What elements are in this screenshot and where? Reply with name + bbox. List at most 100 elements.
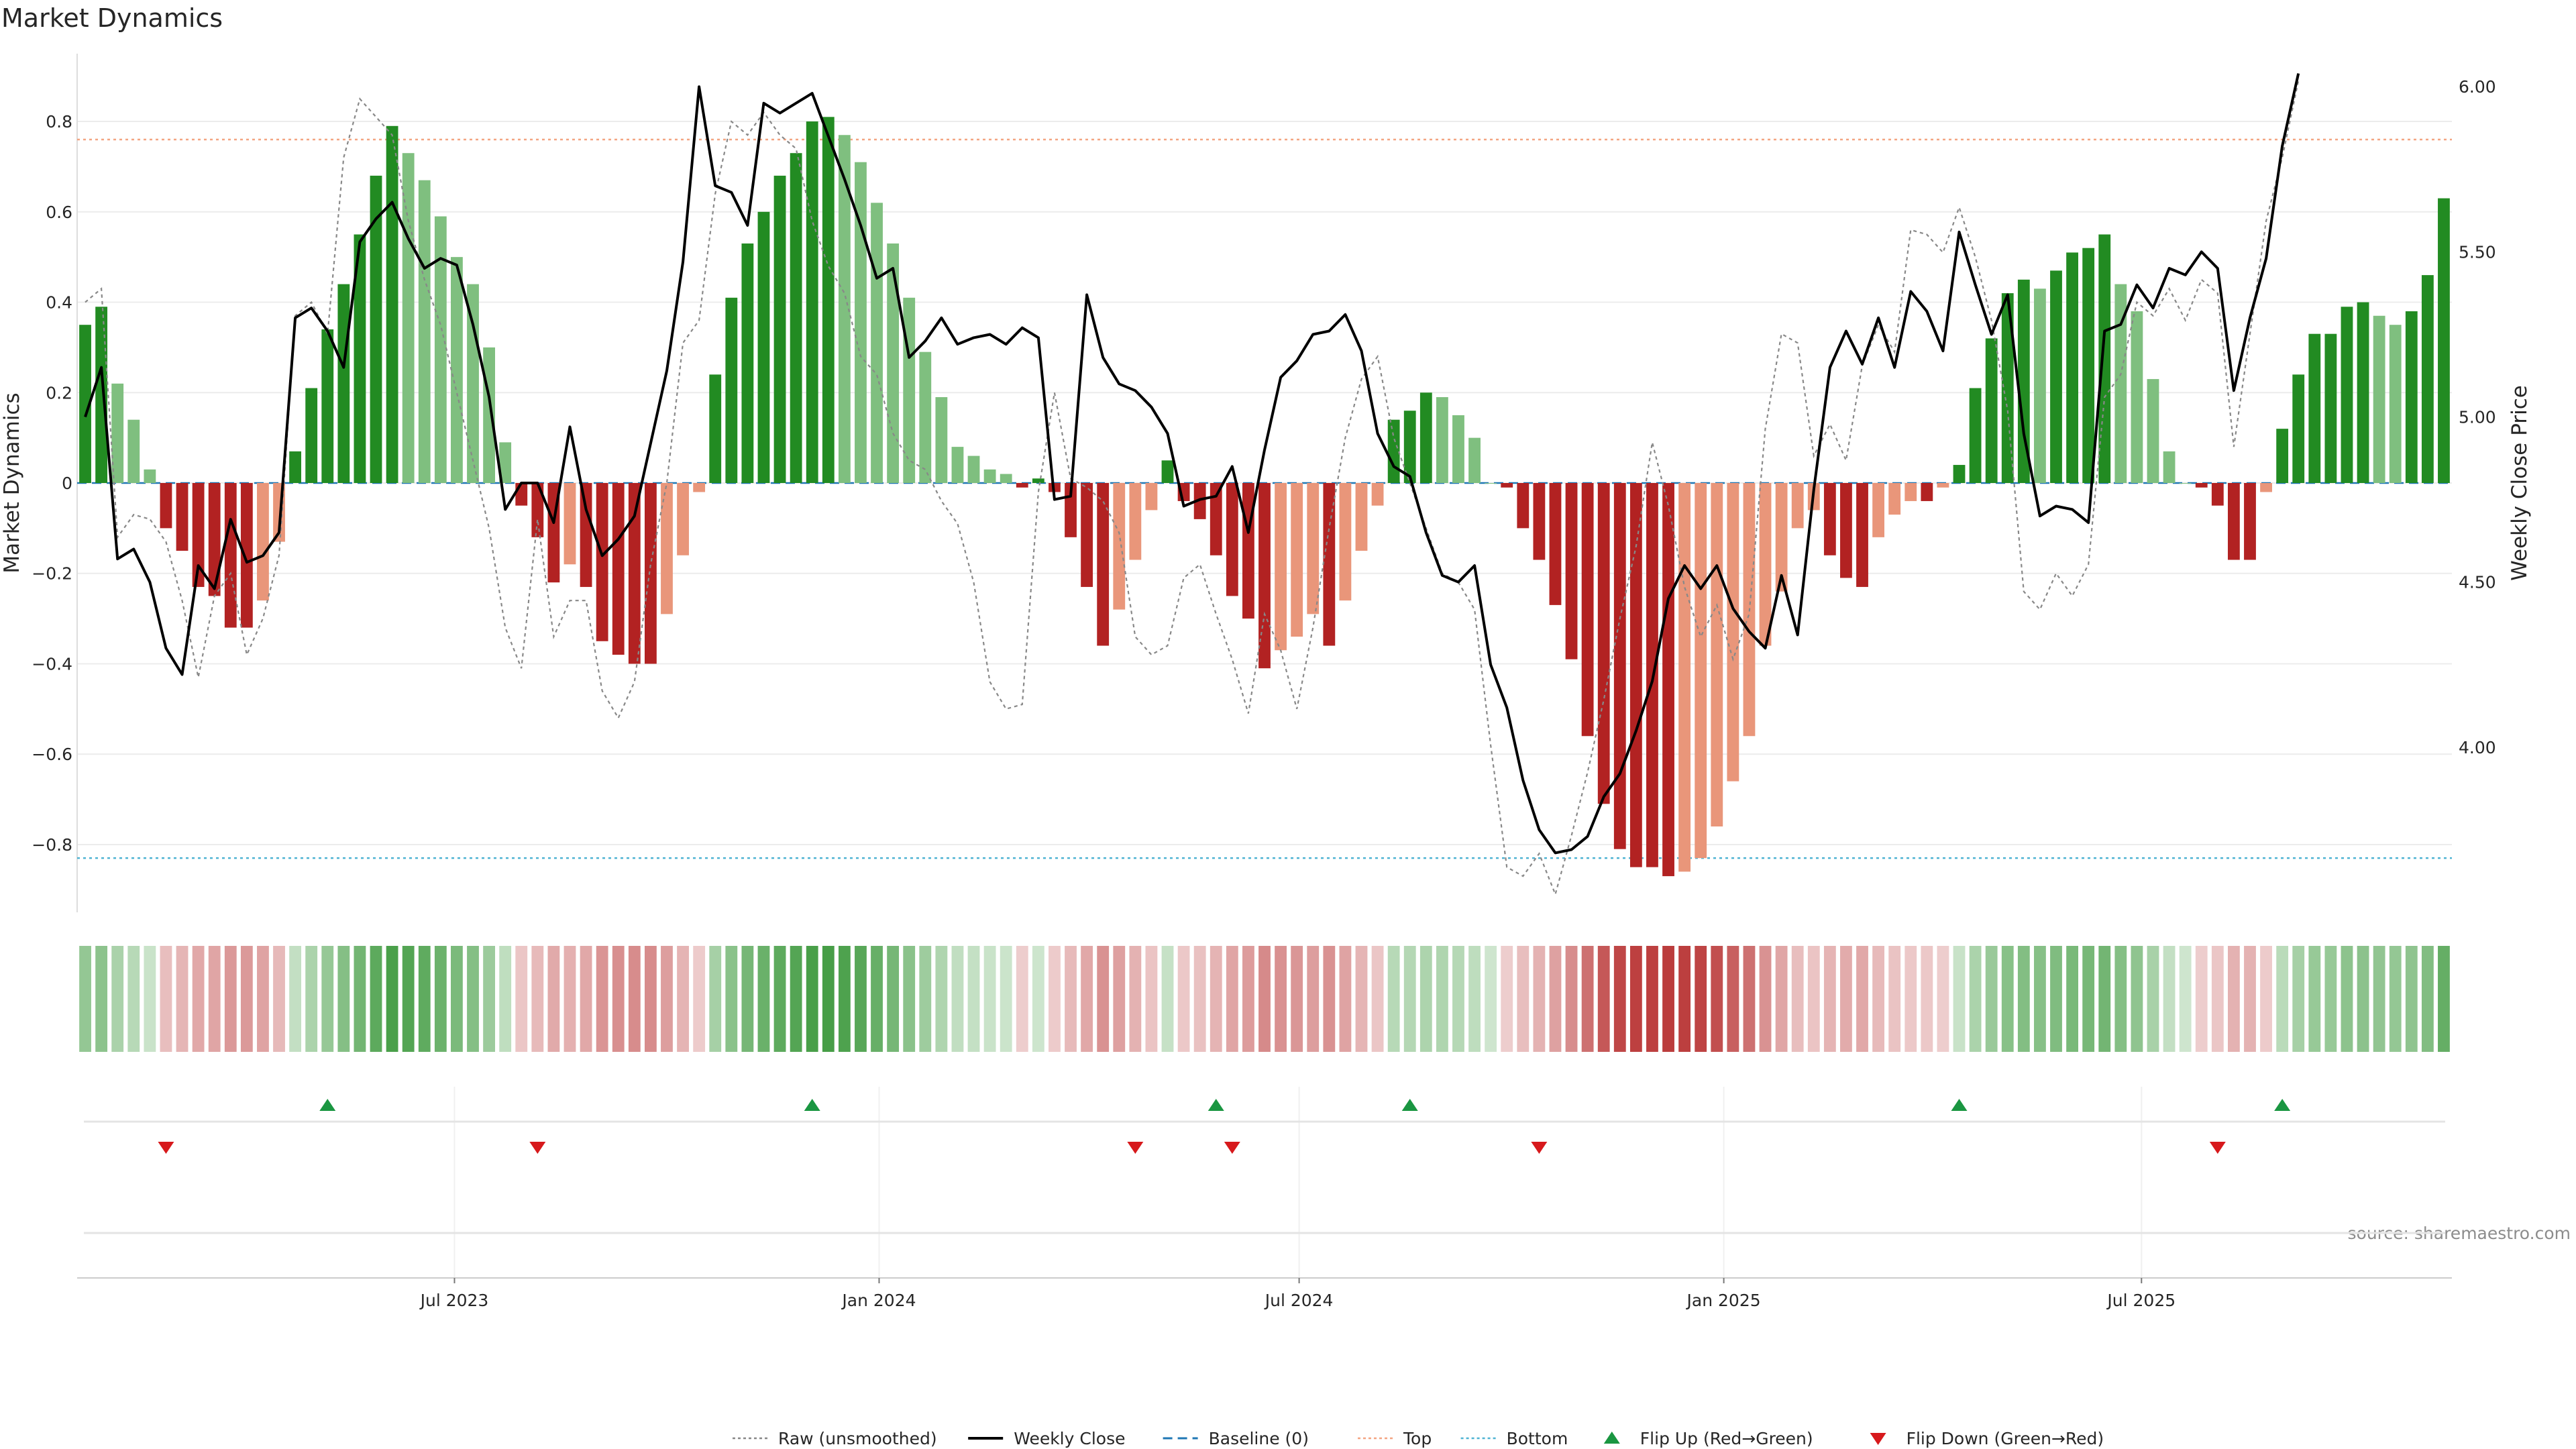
y-tick-label: 0 bbox=[62, 474, 72, 493]
heat-strip-cell bbox=[386, 946, 398, 1052]
heat-strip-cell bbox=[677, 946, 689, 1052]
heat-strip-cell bbox=[1242, 946, 1254, 1052]
bar bbox=[1355, 483, 1368, 551]
bar bbox=[2050, 270, 2062, 483]
bar bbox=[1307, 483, 1320, 614]
legend-label: Flip Down (Green→Red) bbox=[1907, 1429, 2104, 1448]
heat-strip-cell bbox=[1953, 946, 1966, 1052]
bar bbox=[95, 307, 108, 483]
heat-strip-cell bbox=[1533, 946, 1546, 1052]
bar bbox=[1436, 397, 1448, 483]
heat-strip-cell bbox=[661, 946, 673, 1052]
bar bbox=[1275, 483, 1287, 651]
x-tick-label: Jan 2025 bbox=[1686, 1291, 1761, 1310]
heat-strip bbox=[79, 946, 2450, 1052]
bar bbox=[1000, 474, 1012, 483]
y-tick-label: 0.8 bbox=[46, 112, 72, 131]
bar bbox=[2244, 483, 2256, 560]
bar bbox=[1597, 483, 1610, 804]
heat-strip-cell bbox=[919, 946, 932, 1052]
y2-tick-label: 5.50 bbox=[2459, 242, 2496, 262]
bar bbox=[1888, 483, 1901, 515]
bar bbox=[2276, 429, 2289, 483]
heat-strip-cell bbox=[725, 946, 738, 1052]
heat-strip-cell bbox=[628, 946, 641, 1052]
heat-strip-cell bbox=[370, 946, 382, 1052]
heat-strip-cell bbox=[2114, 946, 2127, 1052]
heat-strip-cell bbox=[1695, 946, 1707, 1052]
bar bbox=[1727, 483, 1739, 782]
flip-up-marker bbox=[1951, 1099, 1968, 1111]
bar bbox=[1711, 483, 1723, 826]
heat-strip-cell bbox=[451, 946, 463, 1052]
heat-strip-cell bbox=[757, 946, 770, 1052]
bar bbox=[2389, 325, 2402, 483]
heat-strip-cell bbox=[1549, 946, 1562, 1052]
heat-strip-cell bbox=[1565, 946, 1578, 1052]
heat-strip-cell bbox=[935, 946, 948, 1052]
legend-label: Bottom bbox=[1507, 1429, 1568, 1448]
bar bbox=[1501, 483, 1513, 488]
y-tick-label: −0.4 bbox=[32, 654, 72, 674]
heat-strip-cell bbox=[580, 946, 592, 1052]
bar bbox=[2405, 311, 2418, 483]
bar bbox=[644, 483, 657, 664]
flip-up-marker bbox=[804, 1099, 820, 1111]
bar bbox=[1581, 483, 1594, 737]
heat-strip-cell bbox=[2260, 946, 2272, 1052]
bar bbox=[596, 483, 608, 641]
bar bbox=[1759, 483, 1772, 646]
bar bbox=[434, 216, 447, 483]
heat-strip-cell bbox=[1323, 946, 1336, 1052]
heat-strip-cell bbox=[564, 946, 576, 1052]
x-ticks: Jul 2023 Jan 2024 Jul 2024 Jan 2025 Jul 2025 bbox=[419, 1278, 2176, 1310]
heat-strip-cell bbox=[1081, 946, 1093, 1052]
bar bbox=[855, 162, 867, 483]
bar bbox=[790, 153, 802, 484]
bar bbox=[2308, 333, 2321, 483]
bar bbox=[1419, 392, 1432, 483]
heat-strip-cell bbox=[1791, 946, 1804, 1052]
heat-strip-cell bbox=[1629, 946, 1642, 1052]
heat-strip-cell bbox=[547, 946, 560, 1052]
heat-strip-cell bbox=[402, 946, 415, 1052]
heat-strip-cell bbox=[1097, 946, 1110, 1052]
bar bbox=[1921, 483, 1933, 501]
heat-strip-cell bbox=[1856, 946, 1868, 1052]
heat-strip-cell bbox=[160, 946, 172, 1052]
heat-strip-cell bbox=[709, 946, 722, 1052]
heat-strip-cell bbox=[612, 946, 625, 1052]
heat-strip-cell bbox=[1937, 946, 1949, 1052]
bar bbox=[2292, 374, 2305, 483]
bar bbox=[2211, 483, 2224, 506]
bar bbox=[321, 329, 334, 483]
heat-strip-cell bbox=[838, 946, 851, 1052]
heat-strip-cell bbox=[79, 946, 91, 1052]
heat-strip-cell bbox=[983, 946, 996, 1052]
y2-ticks: 4.00 4.50 5.00 5.50 6.00 bbox=[2459, 77, 2496, 757]
bar bbox=[2179, 483, 2192, 484]
heat-strip-cell bbox=[2405, 946, 2418, 1052]
flip-down-marker bbox=[529, 1142, 546, 1154]
close-layer bbox=[84, 73, 2300, 855]
legend-label: Weekly Close bbox=[1014, 1429, 1125, 1448]
bar bbox=[2195, 483, 2208, 488]
bar bbox=[1371, 483, 1384, 506]
bar bbox=[1904, 483, 1917, 501]
heat-strip-cell bbox=[483, 946, 495, 1052]
heat-strip-cell bbox=[1452, 946, 1464, 1052]
x-tick-label: Jan 2024 bbox=[841, 1291, 916, 1310]
bar bbox=[1242, 483, 1254, 619]
flip-down-marker bbox=[2209, 1142, 2226, 1154]
heat-strip-cell bbox=[1032, 946, 1044, 1052]
flip-up-marker bbox=[2274, 1099, 2291, 1111]
bar bbox=[354, 234, 366, 483]
heat-strip-cell bbox=[1517, 946, 1529, 1052]
bar bbox=[2082, 248, 2095, 483]
bar bbox=[144, 469, 156, 483]
flip-up-marker bbox=[1401, 1099, 1418, 1111]
bar bbox=[822, 117, 835, 483]
heat-strip-cell bbox=[2244, 946, 2256, 1052]
bar bbox=[1291, 483, 1303, 637]
